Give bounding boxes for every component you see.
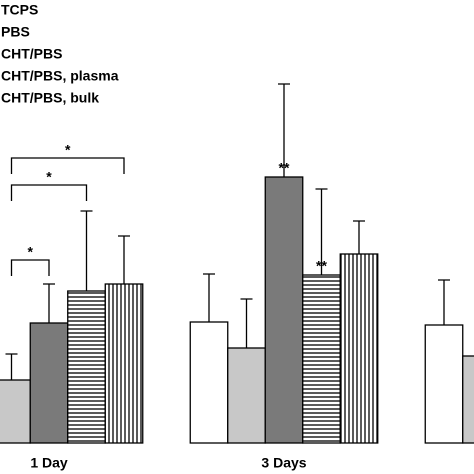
significance-label: * xyxy=(65,142,71,158)
bar xyxy=(264,176,304,444)
legend-label: TCPS xyxy=(1,2,38,18)
significance-bracket xyxy=(10,259,50,276)
bar xyxy=(302,274,341,444)
bar xyxy=(0,379,31,444)
significance-bracket xyxy=(10,157,125,174)
legend-label: PBS xyxy=(1,24,30,40)
bar xyxy=(189,321,229,444)
error-bar xyxy=(278,83,290,177)
error-bar xyxy=(80,210,93,291)
bar xyxy=(227,347,266,444)
error-bar xyxy=(5,353,18,380)
bar xyxy=(29,322,69,444)
error-bar xyxy=(240,298,253,348)
bar xyxy=(424,324,464,444)
error-bar xyxy=(353,220,365,254)
annotation: ** xyxy=(316,258,327,274)
significance-label: * xyxy=(28,244,34,260)
legend-label: CHT/PBS xyxy=(1,46,62,62)
bar xyxy=(104,283,144,444)
legend-label: CHT/PBS, plasma xyxy=(1,68,119,84)
error-bar xyxy=(118,235,130,284)
legend-label: CHT/PBS, bulk xyxy=(1,90,99,106)
x-tick-label: 1 Day xyxy=(30,455,68,471)
error-bar xyxy=(43,283,55,323)
x-tick-label: 3 Days xyxy=(261,455,306,471)
significance-bracket xyxy=(10,184,88,201)
annotation: ** xyxy=(279,160,290,176)
error-bar xyxy=(203,273,215,322)
bar xyxy=(339,253,379,444)
bar xyxy=(462,355,474,444)
bar xyxy=(67,290,106,444)
error-bar xyxy=(315,188,328,275)
significance-label: * xyxy=(46,169,52,185)
error-bar xyxy=(438,279,450,325)
